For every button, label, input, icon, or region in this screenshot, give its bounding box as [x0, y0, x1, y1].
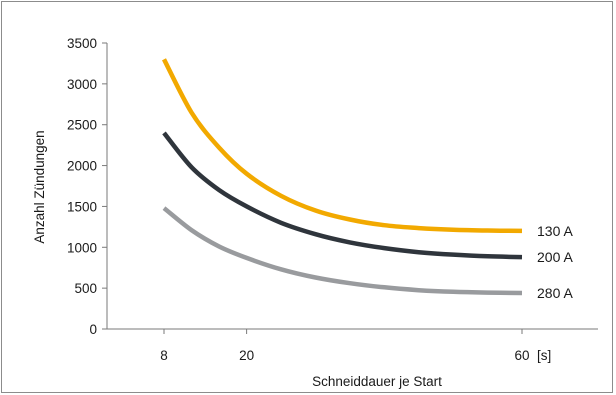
x-tick-label: 60: [514, 348, 529, 363]
series-line-1: [162, 58, 523, 234]
y-tick-label: 1500: [67, 199, 97, 214]
y-tick-label: 2500: [67, 118, 97, 133]
y-tick-label: 2000: [67, 159, 97, 174]
x-unit-label: [s]: [537, 348, 551, 363]
series-label-3: 280 A: [537, 285, 573, 301]
y-tick-label: 3500: [67, 36, 97, 51]
series-label-1: 130 A: [537, 223, 573, 239]
x-tick-label: 20: [239, 348, 254, 363]
y-tick-label: 1000: [67, 240, 97, 255]
y-axis-title: Anzahl Zündungen: [32, 130, 47, 243]
series-line-3: [162, 206, 523, 296]
y-tick-labels: 0 500 1000 1500 2000 2500 3000 3500: [67, 36, 97, 337]
series-labels: 130 A 200 A 280 A: [537, 223, 573, 301]
y-tick-label: 3000: [67, 77, 97, 92]
axes: [102, 42, 598, 334]
x-axis-title: Schneiddauer je Start: [312, 374, 442, 389]
x-tick-labels: 8 20 60: [160, 348, 529, 363]
x-tick-label: 8: [160, 348, 168, 363]
series-line-2: [162, 131, 523, 260]
y-tick-label: 0: [89, 322, 97, 337]
y-tick-label: 500: [74, 281, 97, 296]
series-lines: [162, 58, 523, 296]
series-label-2: 200 A: [537, 249, 573, 265]
